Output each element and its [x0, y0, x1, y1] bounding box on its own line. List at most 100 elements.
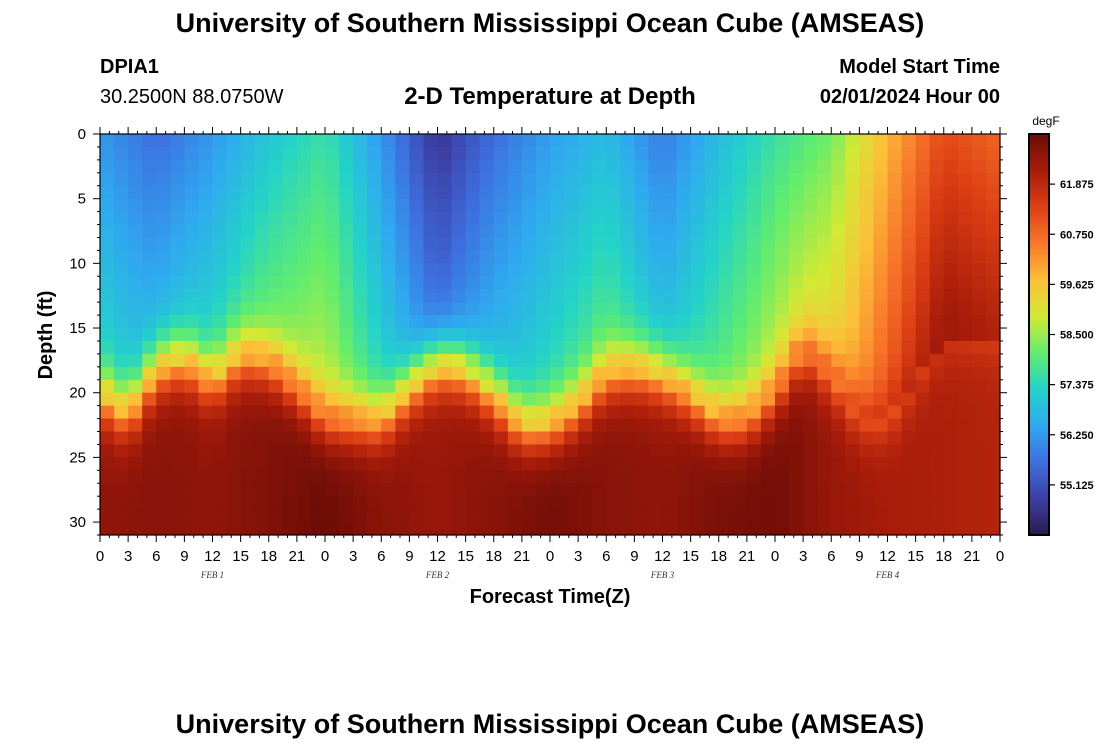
heatmap-cell	[451, 237, 467, 252]
heatmap-cell	[282, 457, 298, 472]
heatmap-cell	[606, 522, 622, 535]
heatmap-cell	[128, 483, 143, 497]
x-tick-label: 0	[996, 548, 1004, 565]
heatmap-cell	[746, 315, 762, 329]
heatmap-cell	[971, 522, 987, 535]
heatmap-cell	[746, 263, 762, 277]
heatmap-cell	[901, 470, 917, 484]
heatmap-cell	[381, 522, 397, 535]
heatmap-cell	[971, 276, 987, 290]
heatmap-cell	[381, 263, 397, 277]
heatmap-cell	[704, 237, 720, 252]
heatmap-cell	[901, 457, 917, 472]
heatmap-cell	[648, 470, 664, 484]
x-tick-label: 12	[429, 548, 446, 565]
heatmap-cell	[817, 496, 832, 510]
heatmap-cell	[662, 315, 678, 329]
heatmap-cell	[803, 366, 818, 381]
heatmap-cell	[760, 522, 776, 535]
heatmap-cell	[760, 211, 776, 226]
heatmap-cell	[606, 496, 622, 510]
heatmap-cell	[170, 263, 186, 277]
heatmap-cell	[915, 237, 931, 252]
heatmap-cell	[817, 224, 832, 239]
heatmap-cell	[831, 146, 847, 161]
heatmap-cell	[156, 134, 172, 148]
heatmap-cell	[282, 431, 298, 446]
heatmap-cell	[901, 328, 917, 342]
heatmap-cell	[971, 496, 987, 510]
heatmap-cell	[943, 185, 959, 200]
heatmap-cell	[859, 315, 875, 329]
heatmap-cell	[268, 237, 284, 252]
heatmap-cell	[493, 496, 509, 510]
heatmap-cell	[254, 276, 270, 290]
heatmap-cell	[367, 263, 382, 277]
heatmap-cell	[156, 302, 172, 316]
heatmap-cell	[873, 340, 889, 355]
heatmap-cell	[212, 366, 228, 381]
heatmap-cell	[817, 263, 832, 277]
heatmap-cell	[423, 418, 439, 433]
heatmap-cell	[226, 522, 242, 535]
heatmap-cell	[662, 134, 678, 148]
heatmap-cell	[142, 457, 157, 472]
heatmap-cell	[339, 444, 354, 459]
heatmap-cell	[943, 289, 959, 303]
heatmap-cell	[521, 496, 537, 510]
heatmap-cell	[198, 224, 214, 239]
heatmap-cell	[465, 379, 481, 394]
heatmap-cell	[634, 159, 650, 174]
heatmap-cell	[535, 366, 551, 381]
heatmap-cell	[198, 276, 214, 290]
heatmap-cell	[282, 289, 298, 303]
heatmap-cell	[831, 418, 847, 433]
heatmap-cell	[465, 328, 481, 342]
heatmap-cell	[620, 340, 636, 355]
heatmap-cell	[479, 353, 495, 368]
heatmap-cell	[156, 185, 172, 200]
heatmap-cell	[929, 392, 945, 407]
heatmap-cell	[325, 134, 340, 148]
heatmap-cell	[184, 522, 200, 535]
heatmap-cell	[845, 237, 861, 252]
heatmap-cell	[578, 379, 593, 394]
heatmap-cell	[507, 276, 523, 290]
heatmap-cell	[535, 237, 551, 252]
heatmap-cell	[971, 392, 987, 407]
heatmap-cell	[760, 198, 776, 213]
heatmap-cell	[282, 146, 298, 161]
heatmap-cell	[212, 198, 228, 213]
heatmap-cell	[859, 405, 875, 420]
heatmap-cell	[985, 185, 1000, 200]
heatmap-cell	[662, 522, 678, 535]
heatmap-cell	[887, 444, 903, 459]
heatmap-cell	[957, 134, 973, 148]
heatmap-cell	[704, 353, 720, 368]
heatmap-cell	[564, 198, 579, 213]
heatmap-cell	[789, 340, 804, 355]
heatmap-cell	[985, 418, 1000, 433]
heatmap-cell	[142, 172, 157, 187]
heatmap-cell	[423, 509, 439, 523]
heatmap-cell	[325, 470, 340, 484]
x-tick-label: 18	[935, 548, 952, 565]
heatmap-cell	[156, 405, 172, 420]
heatmap-cell	[817, 289, 832, 303]
heatmap-cell	[775, 315, 790, 329]
heatmap-cell	[859, 289, 875, 303]
heatmap-cell	[395, 224, 411, 239]
heatmap-cell	[240, 237, 256, 252]
heatmap-cell	[971, 185, 987, 200]
heatmap-cell	[451, 172, 467, 187]
heatmap-cell	[550, 198, 565, 213]
heatmap-cell	[901, 366, 917, 381]
heatmap-cell	[985, 237, 1000, 252]
heatmap-cell	[184, 172, 200, 187]
heatmap-cell	[268, 366, 284, 381]
heatmap-cell	[648, 418, 664, 433]
heatmap-cell	[409, 276, 425, 290]
heatmap-cell	[915, 340, 931, 355]
heatmap-cell	[971, 470, 987, 484]
heatmap-cell	[465, 509, 481, 523]
